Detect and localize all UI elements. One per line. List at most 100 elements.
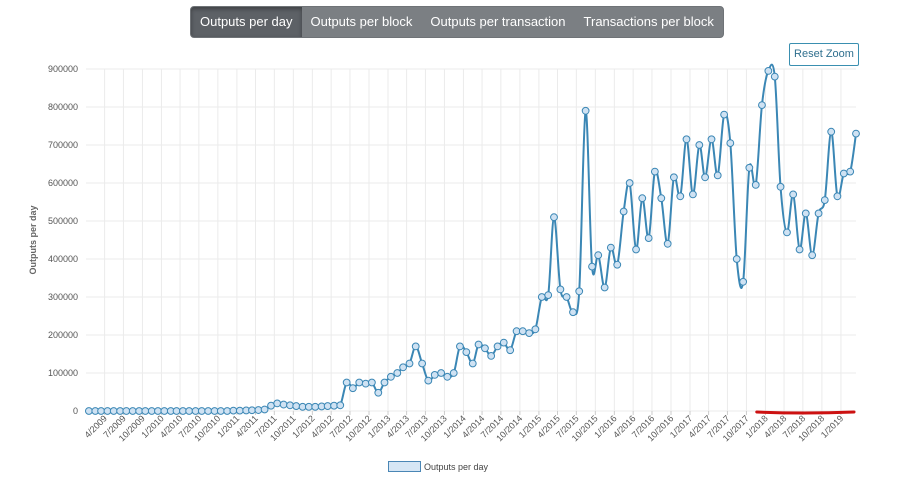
data-point [751,181,760,189]
data-point [713,171,722,180]
tab-outputs-per-day[interactable]: Outputs per day [191,7,302,37]
legend-swatch [388,461,421,472]
data-point [437,369,446,377]
data-point [292,402,301,410]
data-point [776,182,785,191]
data-point [260,405,269,414]
data-point [695,141,704,149]
y-tick-label: 700000 [48,140,78,150]
data-point [197,407,206,415]
data-point [846,167,855,176]
data-point [418,359,427,368]
data-point [569,308,577,317]
data-point [663,239,672,248]
data-point [745,163,754,172]
data-point [97,407,105,415]
data-point [562,293,571,301]
data-point [141,407,150,415]
data-point [707,135,716,144]
data-point [493,342,502,351]
data-point [606,243,615,252]
y-tick-label: 100000 [48,368,78,378]
data-point [726,139,735,148]
data-point [600,283,609,292]
data-point [801,209,810,218]
data-point [638,194,647,203]
data-point [518,327,527,336]
data-point [342,378,351,387]
reset-zoom-button[interactable]: Reset Zoom [789,43,859,66]
data-point [229,406,238,415]
data-point [204,407,213,415]
y-tick-label: 300000 [48,292,78,302]
red-annotation-mark [755,410,856,415]
data-point [644,234,653,243]
data-point [613,260,622,269]
data-point [689,190,697,199]
data-point [235,406,244,415]
data-point [594,251,603,260]
data-point [323,402,332,410]
data-point [456,342,464,351]
data-point [720,110,729,119]
data-point [172,407,181,415]
data-point [474,340,483,349]
data-point [575,287,584,296]
data-point [625,179,634,187]
data-point [506,346,515,355]
data-point [676,192,685,201]
data-point [393,369,402,377]
legend-label: Outputs per day [424,461,489,472]
data-point [374,388,383,397]
y-tick-label: 900000 [48,64,78,74]
data-point [361,379,370,388]
data-point [783,228,791,237]
data-point [399,363,407,372]
data-point [544,291,553,300]
data-point [814,209,823,218]
data-point [109,407,118,415]
series-line-outputs-per-day [88,63,857,413]
data-point [499,338,508,347]
data-point [248,406,256,415]
data-point [367,378,376,387]
data-point [405,359,414,368]
data-point [84,407,93,415]
data-point [481,344,489,353]
data-point [839,169,848,178]
data-point [304,402,313,411]
tab-outputs-per-block[interactable]: Outputs per block [310,14,413,29]
chart-legend[interactable]: Outputs per day [388,461,488,472]
data-point [820,196,829,205]
data-point [386,372,395,381]
data-point [739,277,748,286]
data-point [336,401,345,410]
data-point [619,207,628,216]
data-point [154,407,162,415]
chart-tab-bar: Outputs per day Outputs per block Output… [190,6,724,38]
data-point [279,400,288,409]
data-point [355,378,364,387]
data-point [632,245,640,254]
data-point [732,255,741,263]
data-point [556,285,565,294]
data-point [468,359,477,368]
data-point [852,129,860,138]
tab-outputs-per-transaction[interactable]: Outputs per transaction [430,14,566,29]
data-point [795,245,804,254]
data-point [701,173,710,182]
data-point [449,369,458,377]
data-point [789,190,798,199]
data-point [808,251,817,260]
data-point [657,194,666,203]
data-point [443,372,452,381]
data-point [185,407,194,415]
y-tick-label: 0 [73,406,78,416]
data-point [537,293,546,301]
data-point [430,371,439,379]
data-point [531,325,540,334]
tab-transactions-per-block[interactable]: Transactions per block [583,14,714,29]
data-point [581,106,590,115]
data-point [128,407,137,415]
